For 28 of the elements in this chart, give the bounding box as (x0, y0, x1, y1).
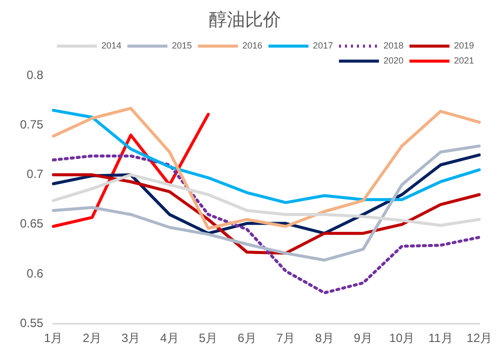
chart-title: 醇油比价 (209, 9, 281, 30)
x-tick-label: 2月 (82, 331, 102, 346)
x-tick-label: 10月 (389, 331, 415, 346)
legend-label: 2015 (172, 40, 192, 51)
legend-label: 2018 (383, 40, 404, 51)
line-series (52, 154, 481, 294)
y-tick-label: 0.55 (20, 316, 44, 330)
x-tick-label: 7月 (276, 331, 296, 346)
y-tick-label: 0.6 (26, 266, 44, 280)
x-tick-label: 3月 (121, 331, 140, 346)
x-tick-label: 1月 (44, 331, 63, 346)
x-tick-label: 4月 (160, 331, 179, 346)
legend-label: 2017 (312, 40, 333, 51)
x-tick-label: 5月 (198, 331, 218, 346)
legend-label: 2014 (101, 40, 122, 51)
y-tick-label: 0.65 (20, 216, 44, 231)
x-tick-label: 6月 (238, 331, 256, 346)
y-tick-label: 0.7 (26, 167, 44, 182)
y-tick-label: 0.8 (26, 68, 44, 82)
legend-label: 2020 (383, 56, 404, 66)
legend-label: 2019 (454, 40, 474, 51)
x-tick-label: 8月 (315, 331, 334, 346)
legend-label: 2016 (242, 40, 262, 51)
legend-label: 2021 (454, 56, 474, 66)
x-tick-label: 9月 (354, 331, 372, 346)
x-tick-label: 12月 (466, 331, 492, 346)
x-tick-label: 11月 (428, 331, 453, 346)
y-tick-label: 0.75 (20, 118, 44, 132)
